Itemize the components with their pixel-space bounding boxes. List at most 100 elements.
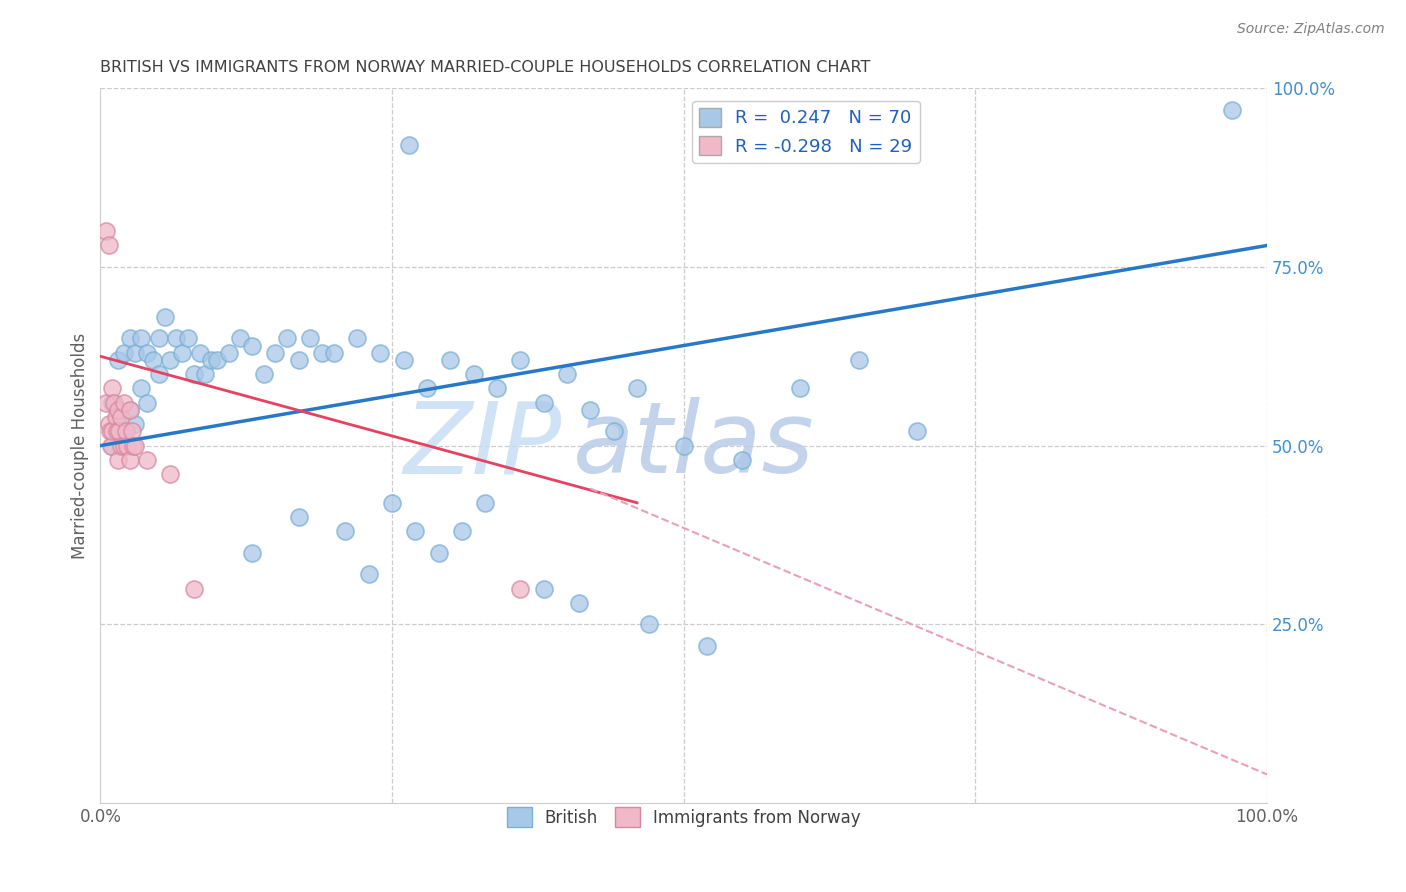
Point [427, 546, 450, 560]
Point [159, 352, 181, 367]
Point [672, 439, 695, 453]
Point [905, 425, 928, 439]
Point [142, 352, 165, 367]
Point [509, 582, 531, 596]
Point [121, 425, 143, 439]
Text: Source: ZipAtlas.com: Source: ZipAtlas.com [1237, 22, 1385, 37]
Point [463, 367, 485, 381]
Point [122, 439, 145, 453]
Point [533, 582, 555, 596]
Point [107, 352, 129, 367]
Point [98, 425, 121, 439]
Point [602, 425, 624, 439]
Point [240, 338, 263, 352]
Point [115, 425, 138, 439]
Point [118, 453, 141, 467]
Point [626, 381, 648, 395]
Point [451, 524, 474, 539]
Point [287, 352, 309, 367]
Point [100, 439, 122, 453]
Point [101, 425, 124, 439]
Point [108, 425, 131, 439]
Point [136, 395, 159, 409]
Point [416, 381, 439, 395]
Point [637, 617, 659, 632]
Point [218, 345, 240, 359]
Point [153, 310, 176, 324]
Point [346, 331, 368, 345]
Point [240, 546, 263, 560]
Point [118, 403, 141, 417]
Point [579, 403, 602, 417]
Point [194, 367, 217, 381]
Point [136, 345, 159, 359]
Legend: British, Immigrants from Norway: British, Immigrants from Norway [501, 800, 868, 834]
Point [110, 410, 132, 425]
Point [97, 238, 120, 252]
Point [229, 331, 252, 345]
Point [129, 381, 152, 395]
Point [789, 381, 811, 395]
Point [129, 331, 152, 345]
Point [357, 567, 380, 582]
Point [148, 367, 170, 381]
Point [568, 596, 591, 610]
Point [439, 352, 461, 367]
Point [205, 352, 228, 367]
Point [170, 345, 193, 359]
Point [200, 352, 222, 367]
Point [696, 639, 718, 653]
Point [124, 345, 146, 359]
Point [253, 367, 276, 381]
Point [124, 417, 146, 432]
Point [104, 410, 127, 425]
Y-axis label: Married-couple Households: Married-couple Households [72, 333, 89, 558]
Point [299, 331, 322, 345]
Point [404, 524, 426, 539]
Text: atlas: atlas [572, 397, 814, 494]
Point [96, 224, 118, 238]
Point [112, 439, 135, 453]
Point [112, 345, 135, 359]
Point [159, 467, 181, 482]
Point [96, 395, 118, 409]
Point [533, 395, 555, 409]
Point [398, 138, 420, 153]
Point [311, 345, 333, 359]
Point [381, 496, 404, 510]
Point [335, 524, 357, 539]
Point [368, 345, 391, 359]
Point [183, 367, 205, 381]
Point [509, 352, 531, 367]
Point [731, 453, 754, 467]
Point [124, 439, 146, 453]
Point [322, 345, 344, 359]
Point [183, 582, 205, 596]
Point [118, 331, 141, 345]
Point [103, 395, 125, 409]
Point [112, 425, 135, 439]
Point [101, 439, 124, 453]
Point [110, 439, 132, 453]
Point [264, 345, 287, 359]
Point [276, 331, 298, 345]
Point [118, 403, 141, 417]
Point [188, 345, 211, 359]
Point [97, 417, 120, 432]
Point [474, 496, 496, 510]
Point [848, 352, 870, 367]
Point [107, 410, 129, 425]
Point [101, 381, 124, 395]
Point [105, 425, 128, 439]
Text: ZIP: ZIP [404, 397, 561, 494]
Text: BRITISH VS IMMIGRANTS FROM NORWAY MARRIED-COUPLE HOUSEHOLDS CORRELATION CHART: BRITISH VS IMMIGRANTS FROM NORWAY MARRIE… [100, 60, 870, 75]
Point [101, 395, 124, 409]
Point [115, 439, 138, 453]
Point [555, 367, 578, 381]
Point [485, 381, 508, 395]
Point [177, 331, 200, 345]
Point [392, 352, 415, 367]
Point [107, 403, 129, 417]
Point [1220, 103, 1243, 117]
Point [136, 453, 159, 467]
